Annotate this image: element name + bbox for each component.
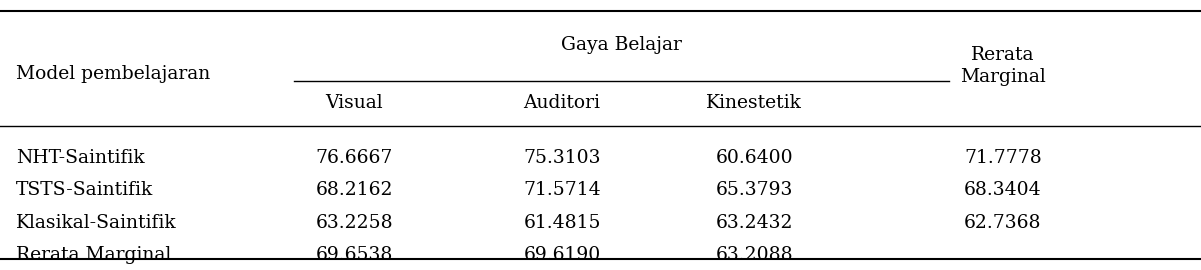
Text: 62.7368: 62.7368 xyxy=(964,214,1041,232)
Text: 65.3793: 65.3793 xyxy=(716,181,793,199)
Text: Gaya Belajar: Gaya Belajar xyxy=(561,36,682,53)
Text: 68.3404: 68.3404 xyxy=(964,181,1041,199)
Text: 71.5714: 71.5714 xyxy=(524,181,600,199)
Text: 63.2432: 63.2432 xyxy=(716,214,793,232)
Text: 69.6538: 69.6538 xyxy=(316,246,393,264)
Text: Model pembelajaran: Model pembelajaran xyxy=(16,65,210,83)
Text: 63.2088: 63.2088 xyxy=(716,246,793,264)
Text: Rerata Marginal: Rerata Marginal xyxy=(16,246,171,264)
Text: 63.2258: 63.2258 xyxy=(316,214,393,232)
Text: NHT-Saintifik: NHT-Saintifik xyxy=(16,149,144,167)
Text: Klasikal-Saintifik: Klasikal-Saintifik xyxy=(16,214,177,232)
Text: 71.7778: 71.7778 xyxy=(964,149,1041,167)
Text: TSTS-Saintifik: TSTS-Saintifik xyxy=(16,181,153,199)
Text: 69.6190: 69.6190 xyxy=(524,246,600,264)
Text: 60.6400: 60.6400 xyxy=(716,149,793,167)
Text: Kinestetik: Kinestetik xyxy=(706,94,802,112)
Text: Auditori: Auditori xyxy=(524,94,600,112)
Text: 68.2162: 68.2162 xyxy=(316,181,393,199)
Text: 76.6667: 76.6667 xyxy=(316,149,393,167)
Text: Visual: Visual xyxy=(325,94,383,112)
Text: 75.3103: 75.3103 xyxy=(524,149,600,167)
Text: 61.4815: 61.4815 xyxy=(524,214,600,232)
Text: Rerata
Marginal: Rerata Marginal xyxy=(960,46,1046,86)
